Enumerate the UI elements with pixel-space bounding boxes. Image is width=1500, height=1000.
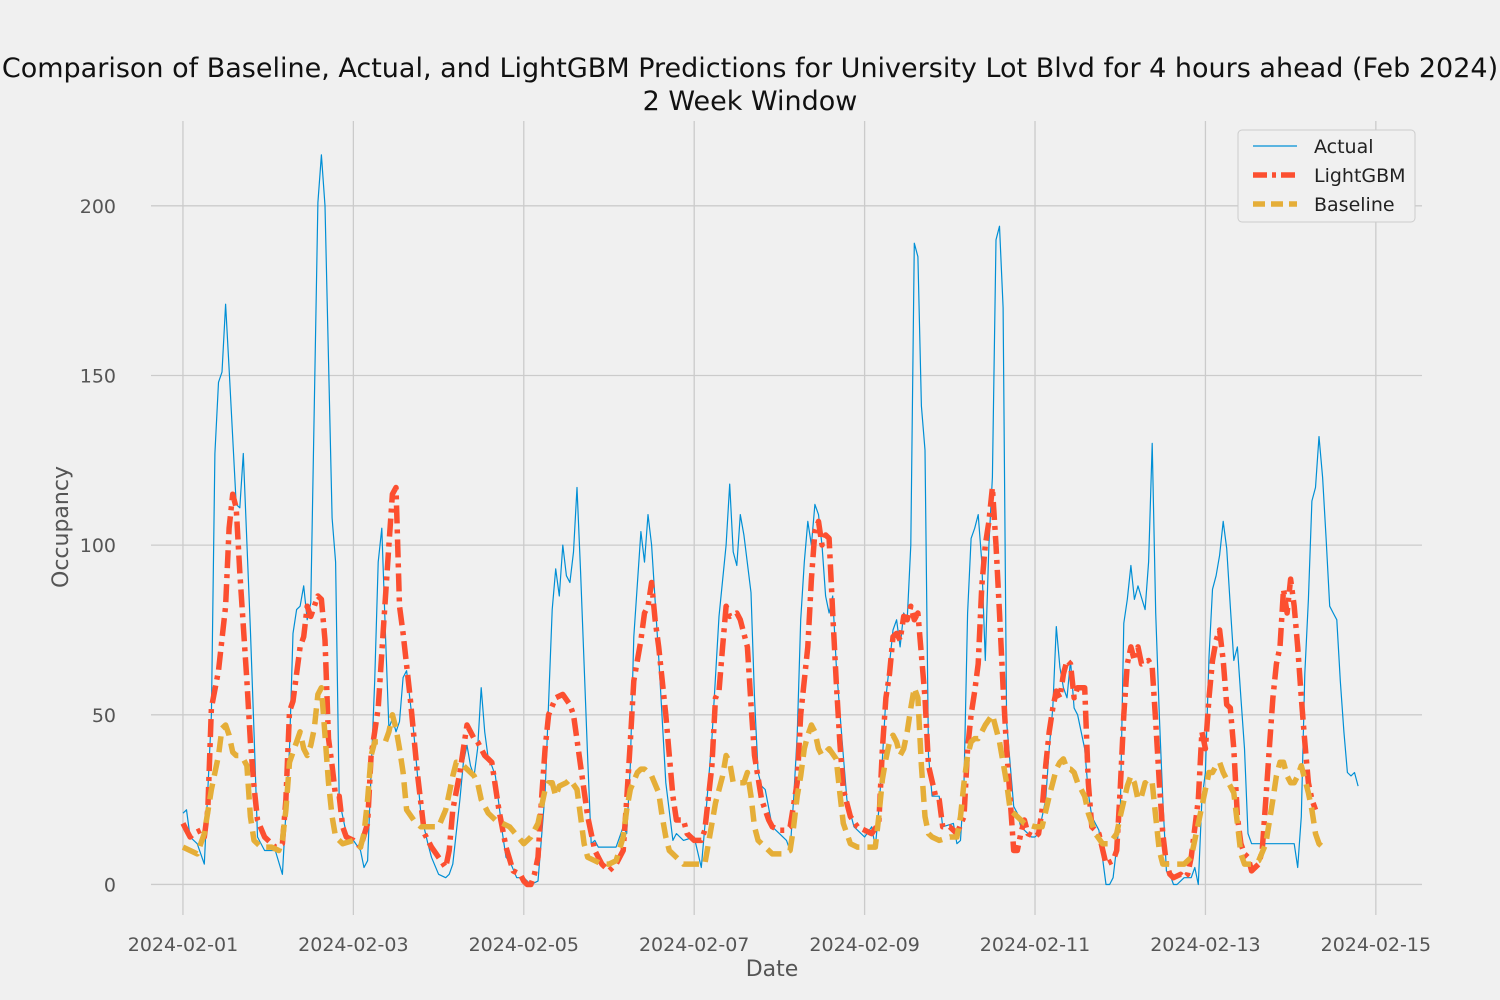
y-tick-label: 50 <box>92 705 116 727</box>
y-tick-label: 200 <box>80 196 116 218</box>
tick-labels: 2024-02-01 2024-02-03 2024-02-05 2024-02-07… <box>80 196 1431 956</box>
chart-title: Comparison of Baseline, Actual, and Ligh… <box>1 53 1499 84</box>
series-line-lightgbm <box>180 484 1319 888</box>
x-tick-label: 2024-02-13 <box>1150 934 1260 956</box>
series-line-actual <box>182 154 1359 886</box>
x-axis-label: Date <box>746 957 799 982</box>
legend-box <box>1237 129 1416 223</box>
x-tick-label: 2024-02-11 <box>980 934 1090 956</box>
x-tick-label: 2024-02-01 <box>128 934 238 956</box>
x-tick-label: 2024-02-09 <box>809 934 919 956</box>
legend-label-baseline: Baseline <box>1314 194 1395 216</box>
legend-label-actual: Actual <box>1314 136 1374 158</box>
x-tick-label: 2024-02-05 <box>469 934 579 956</box>
x-tick-label: 2024-02-15 <box>1321 934 1431 956</box>
chart-subtitle: 2 Week Window <box>642 86 858 117</box>
legend-label-lightgbm: LightGBM <box>1314 165 1406 187</box>
y-axis-label: Occupancy <box>49 466 74 588</box>
y-tick-label: 100 <box>80 535 116 557</box>
y-tick-label: 150 <box>80 365 116 387</box>
x-tick-label: 2024-02-03 <box>298 934 408 956</box>
y-tick-label: 0 <box>104 874 116 896</box>
series-line-baseline <box>181 684 1325 867</box>
legend: Actual LightGBM Baseline <box>1237 129 1416 223</box>
grid <box>151 121 1422 915</box>
series-layer <box>180 154 1359 888</box>
x-tick-label: 2024-02-07 <box>639 934 749 956</box>
